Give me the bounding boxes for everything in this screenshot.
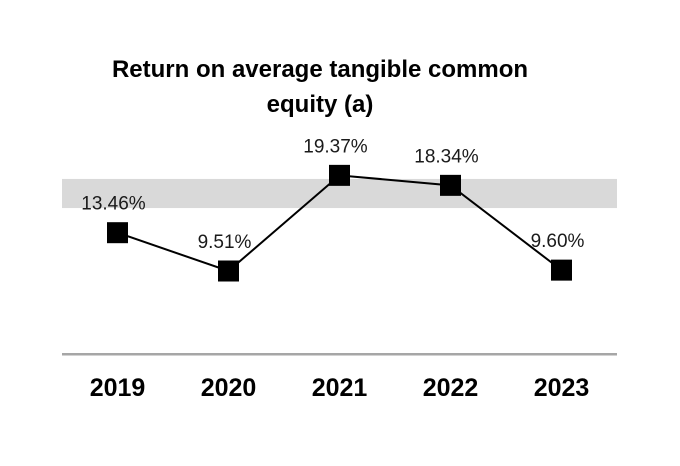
chart-title: Return on average tangible common equity… <box>111 56 529 118</box>
data-label-2019: 13.46% <box>81 194 146 215</box>
data-label-2020: 9.51% <box>198 232 252 253</box>
x-tick-2019: 2019 <box>90 374 146 402</box>
x-tick-2023: 2023 <box>534 374 590 402</box>
x-axis-line <box>62 353 617 356</box>
data-label-2021: 19.37% <box>303 136 368 157</box>
data-point-2020 <box>218 260 239 282</box>
data-label-2022: 18.34% <box>414 146 479 167</box>
data-point-2023 <box>551 259 572 281</box>
x-tick-2022: 2022 <box>423 374 479 402</box>
data-label-2023: 9.60% <box>531 231 585 252</box>
data-point-2019 <box>107 222 128 244</box>
data-point-2021 <box>329 164 350 186</box>
x-tick-2021: 2021 <box>312 374 368 402</box>
x-tick-2020: 2020 <box>201 374 257 402</box>
data-point-2022 <box>440 174 461 196</box>
